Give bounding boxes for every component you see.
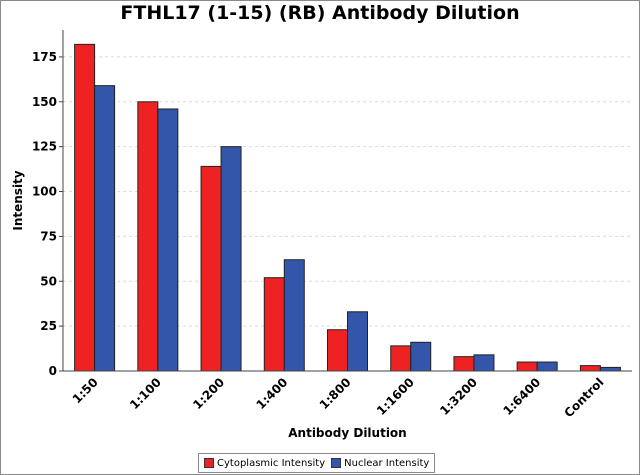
- bar: [410, 341, 432, 372]
- y-tick-label: 100: [32, 185, 57, 199]
- y-tick-label: 125: [32, 140, 57, 154]
- bar: [327, 329, 348, 372]
- legend-swatch-cytoplasmic: [204, 458, 214, 468]
- bar: [94, 85, 116, 372]
- legend-item-nuclear: Nuclear Intensity: [331, 458, 429, 469]
- y-tick-label: 150: [32, 95, 57, 109]
- x-tick-label: 1:1600: [374, 375, 417, 418]
- bar: [74, 43, 96, 372]
- bar: [453, 356, 475, 372]
- y-tick-label: 75: [40, 229, 57, 243]
- bar: [283, 259, 305, 372]
- x-tick-label: 1:100: [127, 375, 164, 412]
- legend-label-cytoplasmic: Cytoplasmic Intensity: [217, 457, 326, 469]
- legend: Cytoplasmic Intensity Nuclear Intensity: [198, 453, 436, 473]
- bar: [536, 361, 558, 372]
- bar: [347, 311, 368, 372]
- x-tick-label: 1:6400: [500, 375, 543, 418]
- bar: [579, 365, 601, 372]
- y-tick-label: 0: [49, 364, 57, 378]
- x-tick-label: 1:50: [70, 375, 101, 406]
- y-tick-label: 25: [40, 319, 57, 333]
- bar: [390, 345, 412, 372]
- x-tick-label: 1:800: [317, 375, 354, 412]
- x-tick-label: 1:400: [253, 375, 290, 412]
- bar: [263, 277, 285, 372]
- y-tick-label: 50: [40, 274, 57, 288]
- x-tick-label: Control: [562, 375, 607, 420]
- bar: [200, 165, 222, 372]
- bar: [473, 354, 495, 372]
- bar: [157, 108, 179, 372]
- x-tick-label: 1:200: [190, 375, 227, 412]
- y-tick-label: 175: [32, 50, 57, 64]
- legend-swatch-nuclear: [331, 458, 342, 468]
- bar: [599, 366, 621, 372]
- bar: [137, 101, 159, 372]
- x-tick-label: 1:3200: [437, 375, 480, 418]
- bar: [220, 146, 242, 372]
- bar: [516, 361, 538, 372]
- x-axis-title: Antibody Dilution: [288, 426, 406, 440]
- chart-title: FTHL17 (1-15) (RB) Antibody Dilution: [120, 2, 520, 24]
- legend-label-nuclear: Nuclear Intensity: [344, 457, 430, 469]
- y-axis-title: Intensity: [11, 170, 25, 230]
- legend-item-cytoplasmic: Cytoplasmic Intensity: [204, 458, 325, 469]
